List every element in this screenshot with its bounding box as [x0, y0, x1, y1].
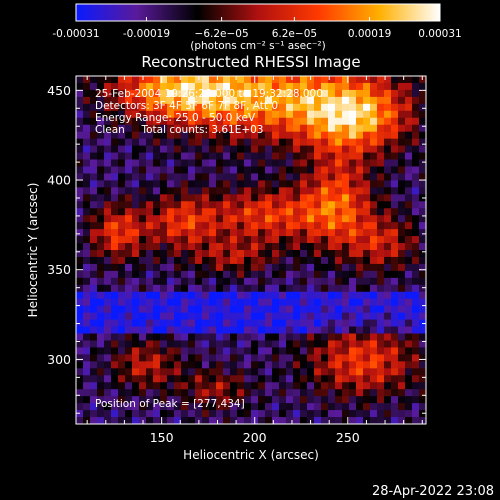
colorbar-ticks: -0.00031 -0.00019 −6.2e−05 6.2e−05 0.00019 0.…: [52, 17, 462, 40]
y-tick-label: 400: [47, 173, 71, 188]
colorbar-unit-label: (photons cm⁻² s⁻¹ asec⁻²): [190, 40, 325, 52]
annotation-time-range: 25-Feb-2004 19:26:28.000 to 19:32:28.000: [95, 88, 323, 100]
colorbar-tick-label: 0.00019: [348, 28, 391, 40]
plot-frame: [75, 75, 427, 425]
colorbar-tick-label: 0.00031: [418, 28, 461, 40]
y-tick-label: 450: [47, 83, 71, 98]
colorbar-tick-label: 6.2e−05: [272, 28, 317, 40]
axis-ticks: 150 200 250 300 350 400 450: [47, 76, 426, 445]
colorbar: -0.00031 -0.00019 −6.2e−05 6.2e−05 0.00019 0.…: [52, 3, 462, 52]
footer-timestamp: 28-Apr-2022 23:08: [372, 484, 494, 499]
colorbar-tick-label: −6.2e−05: [195, 28, 249, 40]
heatmap-image: [76, 76, 426, 424]
y-tick-label: 300: [47, 352, 71, 367]
annotation-energy-range: Energy Range: 25.0 - 50.0 keV: [95, 112, 256, 124]
colorbar-gradient: [75, 3, 441, 22]
colorbar-tick-label: -0.00019: [123, 28, 170, 40]
peak-position-label: Position of Peak = [277,434]: [95, 398, 245, 410]
y-tick-label: 350: [47, 262, 71, 277]
annotations: 25-Feb-2004 19:26:28.000 to 19:32:28.000…: [95, 88, 323, 410]
x-tick-label: 200: [243, 430, 267, 445]
annotation-detectors: Detectors: 3F 4F 5F 6F 7F 8F, Att 0: [95, 100, 278, 112]
annotation-clean-counts: Clean Total counts: 3.61E+03: [95, 124, 264, 136]
chart-title: Reconstructed RHESSI Image: [141, 53, 360, 71]
colorbar-tick-label: -0.00031: [52, 28, 99, 40]
x-axis-label: Heliocentric X (arcsec): [183, 448, 319, 462]
x-tick-label: 150: [150, 430, 174, 445]
y-axis-label: Heliocentric Y (arcsec): [26, 183, 40, 318]
x-tick-label: 250: [336, 430, 360, 445]
